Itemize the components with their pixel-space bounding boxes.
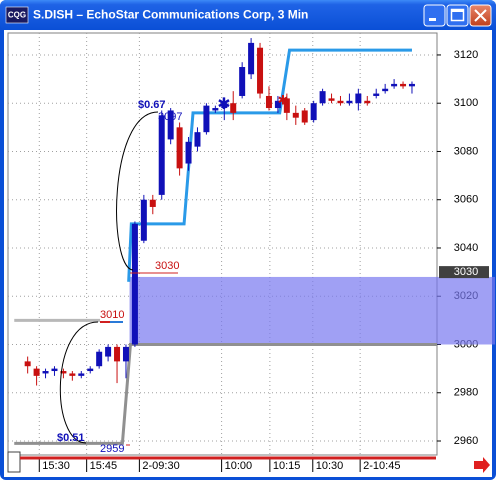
candle-body xyxy=(185,141,192,164)
candle-body xyxy=(24,361,31,367)
candle-body xyxy=(274,100,281,109)
app-icon xyxy=(5,6,29,24)
candle-body xyxy=(265,95,272,109)
y-tick-label: 3060 xyxy=(454,194,478,206)
candle-body xyxy=(149,199,156,207)
candle-body xyxy=(408,83,415,87)
candle-body xyxy=(96,351,103,367)
candle-body xyxy=(382,88,389,92)
candle-body xyxy=(194,132,201,147)
candle-body xyxy=(51,368,58,372)
y-tick-label: 2960 xyxy=(454,435,478,447)
app-icon-label: CQG xyxy=(8,11,26,20)
candle-body xyxy=(78,373,85,376)
candle-body xyxy=(60,371,67,374)
minimize-button-face[interactable] xyxy=(423,4,446,27)
candle-body xyxy=(400,83,407,87)
scroll-right-arrow[interactable] xyxy=(474,457,490,473)
candle-body xyxy=(283,98,290,113)
maximize-button[interactable] xyxy=(446,4,469,27)
x-tick-label: 15:30 xyxy=(42,460,70,472)
candle-body xyxy=(328,98,335,101)
candle-body xyxy=(337,100,344,104)
candle-body xyxy=(364,100,371,104)
x-tick-label: 10:15 xyxy=(273,460,301,472)
candle-body xyxy=(176,127,183,169)
scroll-box[interactable] xyxy=(7,451,21,473)
minimize-glyph xyxy=(429,18,436,21)
candle-body xyxy=(158,115,165,195)
bracket-upper xyxy=(116,111,159,271)
candle-body xyxy=(257,47,264,94)
close-glyph xyxy=(474,9,487,22)
annotation-label: 2959 xyxy=(100,443,124,455)
candle-body xyxy=(122,346,129,362)
bracket-lower xyxy=(59,321,99,444)
candle-body xyxy=(230,103,237,113)
y-tick-label: 3100 xyxy=(454,97,478,109)
star-marker: ✱ xyxy=(217,96,230,113)
y-tick-label: 3040 xyxy=(454,242,478,254)
candle-body xyxy=(33,368,40,376)
candle-body xyxy=(391,83,398,87)
candle-body xyxy=(319,91,326,104)
y-tick-label: 2980 xyxy=(454,387,478,399)
window-title: S.DISH – EchoStar Communications Corp, 3… xyxy=(33,8,308,22)
candle-body xyxy=(212,108,219,111)
close-button[interactable] xyxy=(469,4,492,27)
annotation-label: $0.51 xyxy=(57,432,85,444)
candle-body xyxy=(114,346,121,362)
level-line xyxy=(127,48,412,282)
star-marker: ✱ xyxy=(278,92,289,107)
candle-body xyxy=(248,42,255,75)
candle-body xyxy=(301,110,308,123)
candle-body xyxy=(131,223,138,345)
annotation-label: 3097 xyxy=(158,111,182,123)
candle-body xyxy=(105,346,112,357)
x-tick-label: 10:30 xyxy=(316,460,344,472)
candle-body xyxy=(221,103,228,109)
y-tick-label: 3080 xyxy=(454,145,478,157)
candle-body xyxy=(292,112,299,118)
candle-body xyxy=(42,371,49,374)
candle-body xyxy=(203,105,210,133)
candle-body xyxy=(239,67,246,96)
annotation-label: 3030 xyxy=(155,260,179,272)
last-price-box xyxy=(439,266,489,279)
maximize-button-face[interactable] xyxy=(446,4,469,27)
x-tick-label: 10:00 xyxy=(225,460,253,472)
maximize-glyph-bar xyxy=(451,9,464,12)
x-tick-label: 2-10:45 xyxy=(363,460,400,472)
x-tick-label: 2-09:30 xyxy=(142,460,179,472)
annotation-label: $0.67 xyxy=(138,99,166,111)
candle-body xyxy=(373,93,380,96)
candle-body xyxy=(69,373,76,376)
last-price-label: 3030 xyxy=(454,266,478,278)
title-bar xyxy=(0,0,496,30)
y-tick-label: 3120 xyxy=(454,49,478,61)
candle-body xyxy=(140,199,147,241)
price-band xyxy=(129,276,496,345)
annotation-label: 3010 xyxy=(100,309,124,321)
candle-body xyxy=(355,93,362,104)
candle-body xyxy=(167,110,174,140)
plot-layer: 29602980300030203040306030803100312015:3… xyxy=(8,33,496,472)
candle-body xyxy=(87,368,94,372)
candle-body xyxy=(310,103,317,121)
candle-body xyxy=(346,100,353,104)
x-tick-label: 15:45 xyxy=(90,460,118,472)
minimize-button[interactable] xyxy=(423,4,446,27)
level-line xyxy=(14,342,437,445)
